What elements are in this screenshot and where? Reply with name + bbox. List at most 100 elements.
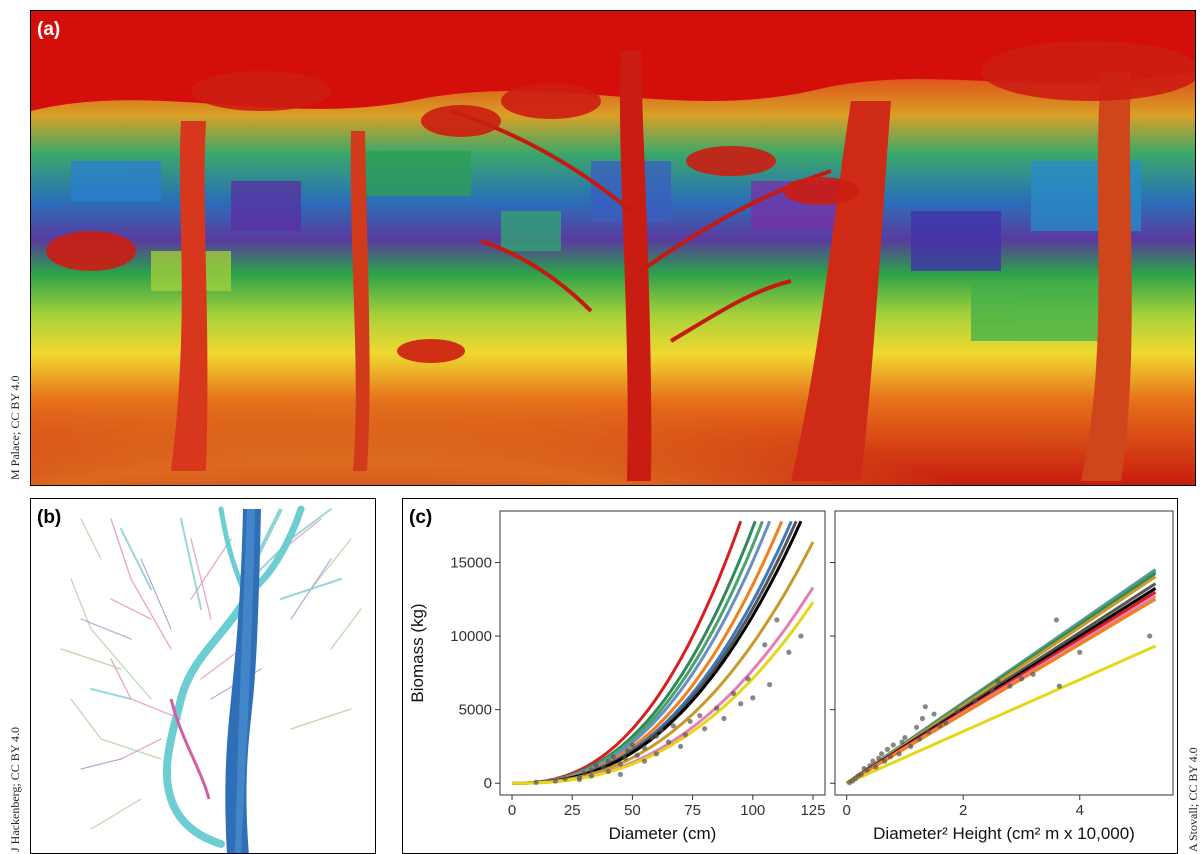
data-point bbox=[1007, 683, 1013, 689]
data-point bbox=[552, 778, 558, 784]
x-tick-label: 75 bbox=[684, 802, 701, 819]
data-point bbox=[588, 773, 595, 779]
plot-area bbox=[834, 510, 1174, 796]
data-point bbox=[629, 742, 636, 748]
data-point bbox=[600, 764, 607, 770]
y-tick-label: 15000 bbox=[450, 555, 492, 572]
data-point bbox=[617, 761, 623, 767]
data-point bbox=[665, 739, 672, 745]
data-point bbox=[876, 755, 882, 761]
data-point bbox=[750, 695, 756, 701]
data-point bbox=[622, 755, 628, 761]
data-point bbox=[653, 751, 660, 757]
data-point bbox=[562, 776, 568, 782]
panel-c: (c) 0 25 50 75 100 125 0 5000 10000 15000 Diameter… bbox=[402, 498, 1178, 854]
data-point bbox=[922, 704, 928, 710]
panel-c-credit: A Stovall; CC BY 4.0 bbox=[1186, 747, 1200, 852]
data-point bbox=[864, 767, 870, 773]
y-tick-label: 10000 bbox=[450, 628, 492, 645]
data-point bbox=[658, 727, 664, 733]
tree-model-image bbox=[60, 505, 362, 853]
data-point bbox=[916, 736, 923, 742]
panel-a-label: (a) bbox=[37, 19, 61, 40]
data-point bbox=[767, 682, 773, 688]
data-point bbox=[995, 679, 1001, 685]
chart-2: 0 2 4 Diameter² Height (cm² m x 10,000) bbox=[830, 510, 1174, 843]
x-axis-label: Diameter (cm) bbox=[609, 824, 717, 843]
data-point bbox=[954, 708, 960, 714]
data-point bbox=[677, 743, 684, 750]
data-point bbox=[798, 633, 804, 639]
data-point bbox=[919, 715, 926, 722]
x-tick-label: 0 bbox=[842, 802, 850, 819]
data-point bbox=[873, 764, 879, 770]
data-point bbox=[605, 768, 611, 775]
data-point bbox=[588, 767, 595, 773]
y-axis-label: Biomass (kg) bbox=[408, 603, 427, 702]
data-point bbox=[745, 676, 751, 682]
data-point bbox=[533, 779, 539, 785]
x-axis-label: Diameter² Height (cm² m x 10,000) bbox=[873, 824, 1135, 843]
x-tick-label: 4 bbox=[1076, 802, 1084, 819]
data-point bbox=[925, 729, 931, 735]
data-point bbox=[697, 712, 703, 719]
data-point bbox=[931, 711, 937, 717]
data-point bbox=[1030, 671, 1036, 677]
data-point bbox=[858, 771, 864, 777]
data-point bbox=[899, 739, 905, 745]
data-point bbox=[605, 758, 611, 764]
data-point bbox=[653, 733, 660, 739]
x-tick-label: 25 bbox=[564, 802, 581, 819]
y-tick-label: 5000 bbox=[459, 702, 492, 719]
data-point bbox=[702, 726, 708, 732]
data-point bbox=[867, 762, 873, 769]
x-tick-label: 0 bbox=[508, 802, 516, 819]
data-point bbox=[1147, 633, 1153, 639]
data-point bbox=[989, 687, 995, 694]
lidar-forest-image bbox=[31, 11, 1195, 485]
panel-b-credit: J Hackenberg; CC BY 4.0 bbox=[8, 727, 22, 852]
data-point bbox=[730, 690, 737, 697]
data-point bbox=[721, 715, 727, 722]
panel-c-label: (c) bbox=[409, 507, 433, 528]
data-point bbox=[714, 705, 720, 711]
panel-a: (a) bbox=[30, 10, 1196, 486]
data-point bbox=[641, 758, 648, 764]
x-tick-label: 2 bbox=[959, 802, 967, 819]
data-point bbox=[972, 698, 978, 704]
data-point bbox=[617, 771, 623, 777]
data-point bbox=[624, 748, 631, 754]
data-point bbox=[1056, 683, 1062, 689]
data-point bbox=[634, 752, 640, 758]
y-tick-label: 0 bbox=[484, 775, 492, 792]
panel-a-credit: M Palace; CC BY 4.0 bbox=[8, 375, 22, 480]
series-group bbox=[512, 520, 815, 785]
data-point bbox=[896, 751, 902, 757]
data-point bbox=[908, 743, 914, 750]
data-point bbox=[870, 758, 876, 764]
data-point bbox=[913, 724, 920, 730]
data-point bbox=[738, 701, 744, 707]
data-point bbox=[774, 617, 780, 623]
data-point bbox=[1077, 649, 1083, 655]
data-point bbox=[593, 762, 599, 769]
data-point bbox=[682, 732, 688, 738]
data-point bbox=[1018, 676, 1025, 682]
data-point bbox=[641, 745, 648, 751]
data-point bbox=[576, 776, 583, 783]
data-point bbox=[610, 754, 616, 760]
panel-b: (b) bbox=[30, 498, 376, 854]
data-point bbox=[581, 770, 587, 776]
x-tick-label: 125 bbox=[800, 802, 825, 819]
data-point bbox=[879, 751, 885, 757]
data-point bbox=[687, 718, 693, 725]
data-point bbox=[943, 720, 949, 726]
series-line bbox=[512, 601, 815, 785]
chart-1: 0 25 50 75 100 125 0 5000 10000 15000 Diameter (cm… bbox=[408, 510, 826, 843]
panel-b-label: (b) bbox=[37, 507, 62, 528]
series-line bbox=[846, 644, 1157, 785]
data-point bbox=[902, 735, 908, 741]
series-group bbox=[845, 568, 1157, 786]
data-point bbox=[890, 742, 896, 748]
data-point bbox=[649, 735, 655, 741]
